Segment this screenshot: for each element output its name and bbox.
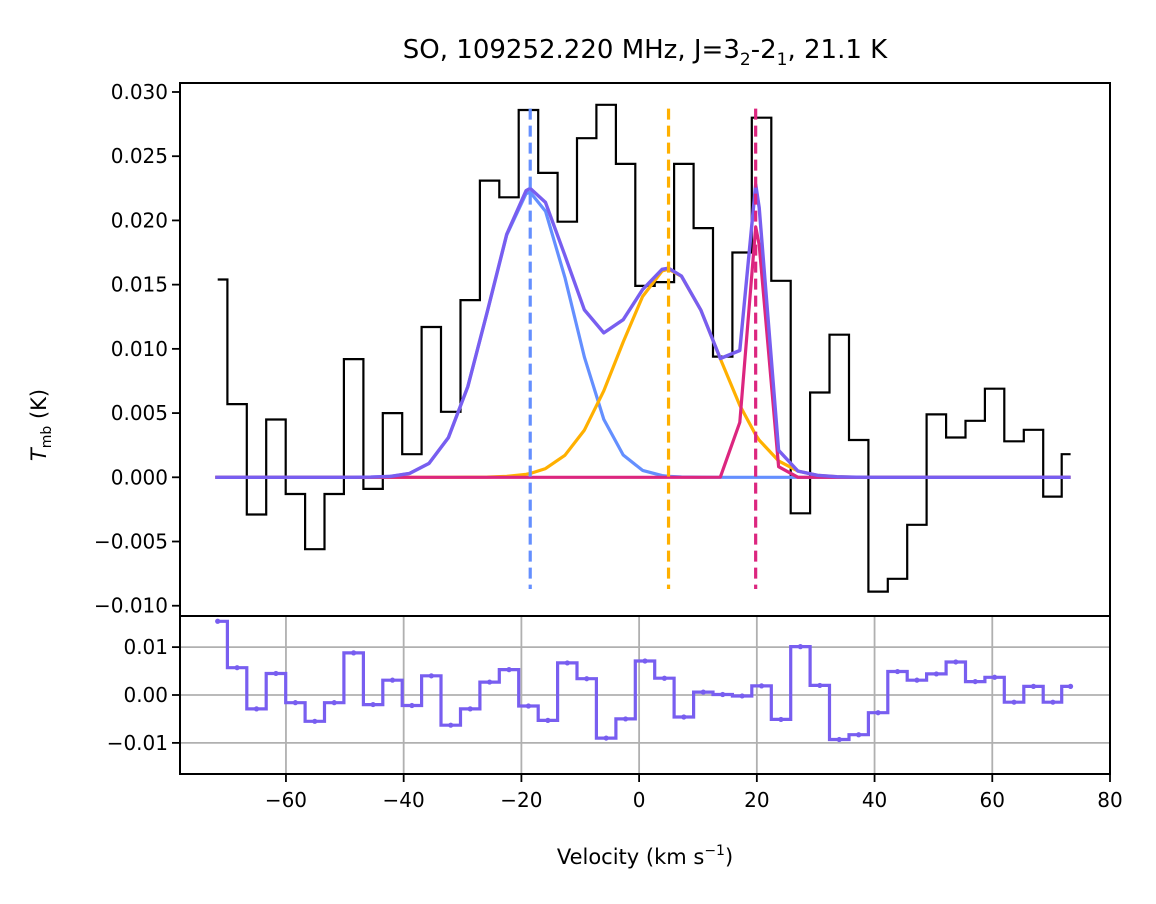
residual-point (273, 670, 279, 677)
total-fit-line (215, 182, 1072, 479)
residual-point (234, 665, 240, 671)
residual-point (700, 689, 706, 695)
residual-point (389, 677, 396, 683)
residual-line (217, 619, 1071, 742)
residual-point (894, 668, 901, 675)
x-tick-label: 0 (633, 788, 646, 812)
residual-point (1067, 683, 1074, 689)
residual-point (836, 736, 842, 743)
residual-point (331, 700, 337, 706)
residual-point (506, 667, 512, 673)
residual-point (720, 691, 726, 698)
residual-point (1050, 699, 1056, 705)
chart-title: SO, 109252.220 MHz, J=32-21, 21.1 K (403, 35, 888, 70)
spectrum-frame (179, 82, 1111, 617)
spectrum-y-tick-label: −0.010 (94, 594, 168, 618)
residual-point (428, 673, 434, 679)
residual-point (584, 676, 590, 682)
spectrum-y-tick-label: −0.005 (94, 530, 168, 554)
spectrum-y-tick-label: 0.030 (111, 80, 168, 104)
residual-point (603, 735, 609, 741)
residual-panel (215, 618, 1074, 743)
residual-point (312, 718, 318, 724)
spectrum-y-tick-label: 0.025 (111, 144, 168, 168)
residual-point (972, 678, 978, 685)
spectrum-y-tick-label: 0.020 (111, 208, 168, 232)
residual-point (1030, 683, 1037, 689)
residual-point (448, 722, 454, 728)
residual-point (370, 701, 376, 708)
residual-point (953, 659, 959, 665)
residual-point (467, 706, 473, 712)
residual-point (215, 618, 221, 624)
residual-point (292, 700, 298, 706)
residual-point (253, 706, 260, 712)
residual-point (758, 683, 765, 689)
spectrum-y-tick-label: 0.005 (111, 401, 168, 425)
residual-point (875, 710, 881, 716)
residual-point (933, 671, 939, 677)
residual-point (351, 650, 357, 656)
residual-point (778, 716, 784, 723)
spectrum-y-tick-label: 0.010 (111, 337, 168, 361)
x-tick-label: 80 (1097, 788, 1122, 812)
residual-point (1011, 699, 1017, 705)
residual-point (681, 714, 687, 720)
residual-point (739, 693, 745, 699)
residual-y-tick-label: 0.00 (123, 683, 168, 707)
spectrum-y-tick-label: 0.015 (111, 273, 168, 297)
residual-point (856, 732, 862, 738)
residual-point (409, 702, 415, 709)
observed-spectrum-line (217, 103, 1071, 593)
spectrum-y-tick-label: 0.000 (111, 465, 168, 489)
residual-point (622, 716, 629, 722)
residual-point (992, 674, 998, 680)
residual-point (797, 644, 803, 650)
axes-frames: 0.0300.0250.0200.0150.0100.0050.000−0.00… (94, 80, 1123, 812)
residual-y-tick-label: 0.01 (123, 635, 168, 659)
x-axis-label: Velocity (km s−1) (557, 843, 733, 869)
residual-point (642, 658, 648, 664)
x-tick-label: 40 (862, 788, 887, 812)
residual-point (525, 703, 532, 709)
x-tick-label: −40 (383, 788, 425, 812)
x-tick-label: 60 (980, 788, 1005, 812)
residual-point (817, 682, 823, 689)
residual-point (487, 679, 493, 685)
x-tick-label: −60 (265, 788, 307, 812)
residual-point (545, 717, 551, 723)
x-tick-label: −20 (500, 788, 542, 812)
x-tick-label: 20 (744, 788, 769, 812)
spectrum-panel (215, 103, 1072, 593)
residual-point (564, 660, 570, 666)
residual-point (914, 677, 920, 683)
y-axis-label: Tmb (K) (27, 389, 55, 461)
residual-y-tick-label: −0.01 (107, 731, 168, 755)
residual-panel-grid (180, 616, 1110, 774)
residual-point (661, 675, 668, 681)
